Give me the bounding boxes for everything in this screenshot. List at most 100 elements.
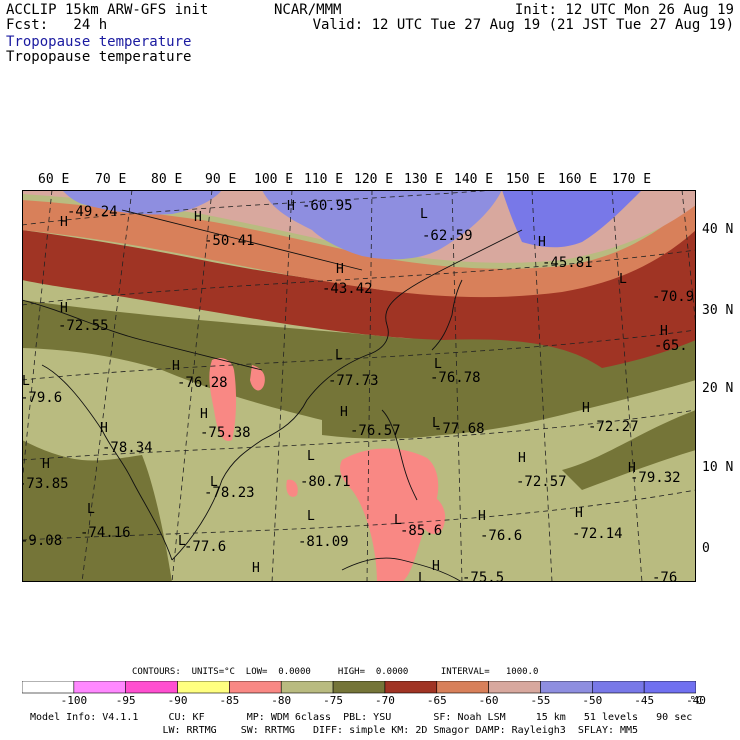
colorbar-tick-label: -75 xyxy=(323,694,343,707)
latitude-label: 20 N xyxy=(702,381,734,396)
contour-value-label: -72.27 xyxy=(588,419,639,435)
contour-value-label: -79.6 xyxy=(22,390,62,406)
longitude-label: 130 E xyxy=(404,172,444,187)
high-marker: H xyxy=(336,262,344,277)
contour-value-label: -76.6 xyxy=(480,528,522,544)
contour-value-label: -70.93 xyxy=(652,289,696,305)
high-marker: H xyxy=(518,451,526,466)
colorbar-swatch xyxy=(125,681,178,694)
low-marker: L xyxy=(87,502,95,517)
colorbar-tick-label: -85 xyxy=(219,694,240,707)
band-85-80 xyxy=(209,358,446,582)
field-title-shaded: Tropopause temperature xyxy=(6,34,192,50)
colorbar-tick-label: -45 xyxy=(634,694,655,707)
colorbar-tick-label: -50 xyxy=(582,694,603,707)
high-marker: H xyxy=(575,506,583,521)
model-info-line2: LW: RRTMG SW: RRTMG DIFF: simple KM: 2D … xyxy=(30,725,639,736)
band-50-45 xyxy=(262,190,502,260)
colorbar-tick-label: -40 xyxy=(686,694,706,707)
colorbar-swatch xyxy=(384,681,438,694)
colorbar-swatch xyxy=(540,681,593,694)
colorbar-unit: °C xyxy=(689,694,703,707)
contour-value-label: -76 xyxy=(652,570,677,582)
colorbar-tick-label: -65 xyxy=(426,694,447,707)
field-title-contour: Tropopause temperature xyxy=(6,49,192,65)
contour-value-label: -77.68 xyxy=(434,421,485,437)
band-50-45 xyxy=(62,190,222,215)
band-70-65 xyxy=(22,270,696,439)
center-label: NCAR/MMM xyxy=(274,2,342,18)
low-marker: L xyxy=(307,509,315,524)
contour-value-label: -76.28 xyxy=(177,375,228,391)
longitude-label: 140 E xyxy=(454,172,494,187)
high-marker: H xyxy=(172,359,180,374)
contour-value-label: -75.5 xyxy=(462,570,504,582)
contour-value-label: -60.95 xyxy=(302,198,353,214)
high-marker: H xyxy=(60,215,68,230)
high-marker: H xyxy=(60,301,68,316)
colorbar-swatch xyxy=(436,681,489,694)
contour-value-label: -65. xyxy=(654,338,688,354)
contour-value-label: -50.41 xyxy=(204,233,255,249)
contour-value-label: -72.14 xyxy=(572,526,623,542)
longitude-label: 60 E xyxy=(38,172,70,187)
colorbar-swatch xyxy=(332,681,386,694)
colorbar-swatch xyxy=(592,681,645,694)
low-marker: L xyxy=(434,357,442,372)
contour-value-label: -76.57 xyxy=(350,423,401,439)
contour-value-label: -77.73 xyxy=(328,373,379,389)
band-70-65 xyxy=(562,410,696,490)
band-70-65 xyxy=(22,440,172,582)
contour-value-label: -74.16 xyxy=(80,525,131,541)
init-time: Init: 12 UTC Mon 26 Aug 19 xyxy=(514,2,734,18)
valid-time: Valid: 12 UTC Tue 27 Aug 19 (21 JST Tue … xyxy=(312,17,734,33)
contour-value-label: -72.55 xyxy=(58,318,109,334)
contour-value-label: -78.23 xyxy=(204,485,255,501)
colorbar-swatch xyxy=(280,681,334,694)
high-marker: H xyxy=(100,421,108,436)
low-marker: L xyxy=(178,534,186,549)
colorbar-swatch xyxy=(177,681,230,694)
longitude-label: 90 E xyxy=(205,172,237,187)
colorbar-swatch xyxy=(22,681,75,694)
low-marker: L xyxy=(210,475,218,490)
high-marker: H xyxy=(582,401,590,416)
latitude-label: 0 xyxy=(702,541,710,556)
longitude-label: 80 E xyxy=(151,172,183,187)
longitude-label: 70 E xyxy=(95,172,127,187)
band-60-55 xyxy=(22,200,696,298)
contour-value-label: -79.32 xyxy=(630,470,681,486)
model-info-line1: Model Info: V4.1.1 CU: KF MP: WDM 6class… xyxy=(30,712,693,723)
contour-value-label: -49.24 xyxy=(67,204,118,220)
high-marker: H xyxy=(628,461,636,476)
contour-value-label: -72.57 xyxy=(516,474,567,490)
longitude-label: 150 E xyxy=(506,172,546,187)
model-title: ACCLIP 15km ARW-GFS init xyxy=(6,2,209,18)
longitude-label: 110 E xyxy=(304,172,344,187)
low-marker: L xyxy=(307,449,315,464)
high-marker: H xyxy=(200,407,208,422)
latitude-label: 30 N xyxy=(702,303,734,318)
band-65-60 xyxy=(22,220,696,368)
low-marker: L xyxy=(619,272,627,287)
high-marker: H xyxy=(538,235,546,250)
contour-value-label: -77.6 xyxy=(184,539,226,555)
contour-value-label: -43.42 xyxy=(322,281,373,297)
colorbar-swatch xyxy=(488,681,541,694)
longitude-label: 100 E xyxy=(254,172,294,187)
high-marker: H xyxy=(287,199,295,214)
contour-value-label: -81.09 xyxy=(298,534,349,550)
longitude-label: 170 E xyxy=(612,172,652,187)
high-marker: H xyxy=(660,324,668,339)
low-marker: L xyxy=(394,513,402,528)
high-marker: H xyxy=(252,561,260,576)
colorbar-tick-label: -95 xyxy=(115,694,136,707)
colorbar-swatch xyxy=(643,681,696,694)
latitude-label: 10 N xyxy=(702,460,734,475)
longitude-label: 160 E xyxy=(558,172,598,187)
colorbar-swatch xyxy=(229,681,282,694)
high-marker: H xyxy=(194,210,202,225)
contour-value-label: -9.08 xyxy=(22,533,62,549)
contour-value-label: -62.59 xyxy=(422,228,473,244)
low-marker: L xyxy=(420,207,428,222)
